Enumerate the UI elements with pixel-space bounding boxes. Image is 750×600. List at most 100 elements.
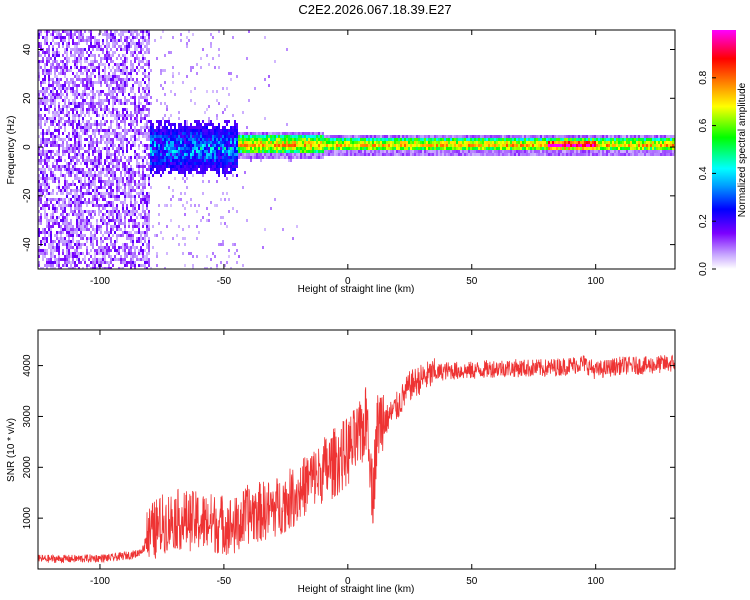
- spectrogram-cell: [250, 144, 252, 147]
- spectrogram-cell: [122, 180, 124, 183]
- spectrogram-cell: [204, 132, 206, 135]
- spectrogram-cell: [494, 144, 496, 147]
- spectrogram-cell: [60, 111, 62, 114]
- spectrogram-cell: [126, 111, 128, 114]
- spectrogram-cell: [196, 162, 198, 165]
- spectrogram-cell: [62, 54, 64, 57]
- spectrogram-cell: [80, 51, 82, 54]
- spectrogram-cell: [122, 30, 124, 33]
- spectrogram-cell: [74, 177, 76, 180]
- spectrogram-cell: [58, 246, 60, 249]
- spectrogram-cell: [272, 132, 274, 135]
- spectrogram-cell: [82, 96, 84, 99]
- spectrogram-cell: [104, 30, 106, 33]
- spectrogram-cell: [396, 141, 398, 144]
- spectrogram-cell: [118, 102, 120, 105]
- spectrogram-cell: [170, 126, 172, 129]
- spectrogram-cell: [112, 171, 114, 174]
- spectrogram-cell: [46, 129, 48, 132]
- spectrogram-cell: [228, 93, 230, 96]
- spectrogram-cell: [174, 141, 176, 144]
- spectrogram-cell: [98, 102, 100, 105]
- spectrogram-cell: [62, 201, 64, 204]
- spectrogram-cell: [84, 57, 86, 60]
- spectrogram-cell: [78, 234, 80, 237]
- spectrogram-cell: [230, 165, 232, 168]
- spectrogram-cell: [126, 183, 128, 186]
- spectrogram-cell: [56, 75, 58, 78]
- spectrogram-cell: [140, 36, 142, 39]
- spectrogram-cell: [104, 111, 106, 114]
- spectrogram-cell: [84, 126, 86, 129]
- spectrogram-cell: [230, 126, 232, 129]
- spectrogram-cell: [512, 138, 514, 141]
- spectrogram-cell: [180, 144, 182, 147]
- spectrogram-cell: [62, 60, 64, 63]
- spectrogram-cell: [144, 45, 146, 48]
- spectrogram-cell: [134, 45, 136, 48]
- spectrogram-cell: [396, 147, 398, 150]
- spectrogram-cell: [116, 204, 118, 207]
- spectrogram-cell: [118, 69, 120, 72]
- spectrogram-cell: [456, 147, 458, 150]
- spectrogram-cell: [74, 42, 76, 45]
- spectrogram-cell: [112, 174, 114, 177]
- spectrogram-cell: [182, 156, 184, 159]
- spectrogram-cell: [46, 48, 48, 51]
- spectrogram-cell: [100, 192, 102, 195]
- spectrogram-cell: [94, 213, 96, 216]
- spectrogram-cell: [42, 165, 44, 168]
- spectrogram-cell: [46, 189, 48, 192]
- spectrogram-cell: [142, 132, 144, 135]
- spectrogram-cell: [132, 213, 134, 216]
- spectrogram-cell: [418, 135, 420, 138]
- spectrogram-cell: [144, 219, 146, 222]
- spectrogram-cell: [432, 150, 434, 153]
- spectrogram-cell: [50, 135, 52, 138]
- spectrogram-cell: [298, 141, 300, 144]
- spectrogram-cell: [90, 60, 92, 63]
- spectrogram-cell: [238, 150, 240, 153]
- spectrogram-cell: [50, 243, 52, 246]
- spectrogram-cell: [290, 144, 292, 147]
- spectrogram-cell: [146, 213, 148, 216]
- spectrogram-cell: [160, 72, 162, 75]
- spectrogram-cell: [134, 204, 136, 207]
- spectrogram-cell: [134, 261, 136, 264]
- spectrogram-cell: [236, 174, 238, 177]
- spectrogram-cell: [84, 198, 86, 201]
- spectrogram-cell: [80, 33, 82, 36]
- spectrogram-cell: [224, 135, 226, 138]
- spectrogram-cell: [66, 42, 68, 45]
- spectrogram-cell: [68, 147, 70, 150]
- spectrogram-cell: [68, 267, 70, 269]
- spectrogram-cell: [124, 156, 126, 159]
- spectrogram-cell: [346, 153, 348, 156]
- spectrogram-cell: [530, 147, 532, 150]
- spectrogram-cell: [134, 249, 136, 252]
- spectrogram-cell: [86, 36, 88, 39]
- spectrogram-cell: [44, 90, 46, 93]
- spectrogram-cell: [86, 138, 88, 141]
- spectrogram-cell: [478, 138, 480, 141]
- spectrogram-cell: [190, 99, 192, 102]
- spectrogram-cell: [42, 57, 44, 60]
- spectrogram-cell: [82, 99, 84, 102]
- spectrogram-cell: [294, 135, 296, 138]
- spectrogram-cell: [40, 144, 42, 147]
- spectrogram-cell: [104, 69, 106, 72]
- spectrogram-cell: [118, 267, 120, 269]
- spectrogram-cell: [50, 117, 52, 120]
- spectrogram-cell: [214, 255, 216, 258]
- spectrogram-cell: [82, 237, 84, 240]
- spectrogram-cell: [150, 171, 152, 174]
- spectrogram-cell: [416, 135, 418, 138]
- spectrogram-cell: [262, 144, 264, 147]
- spectrogram-cell: [104, 123, 106, 126]
- spectrogram-cell: [488, 141, 490, 144]
- spectrogram-cell: [200, 165, 202, 168]
- spectrogram-cell: [442, 153, 444, 156]
- spectrogram-cell: [62, 36, 64, 39]
- spectrogram-cell: [418, 141, 420, 144]
- spectrogram-cell: [124, 96, 126, 99]
